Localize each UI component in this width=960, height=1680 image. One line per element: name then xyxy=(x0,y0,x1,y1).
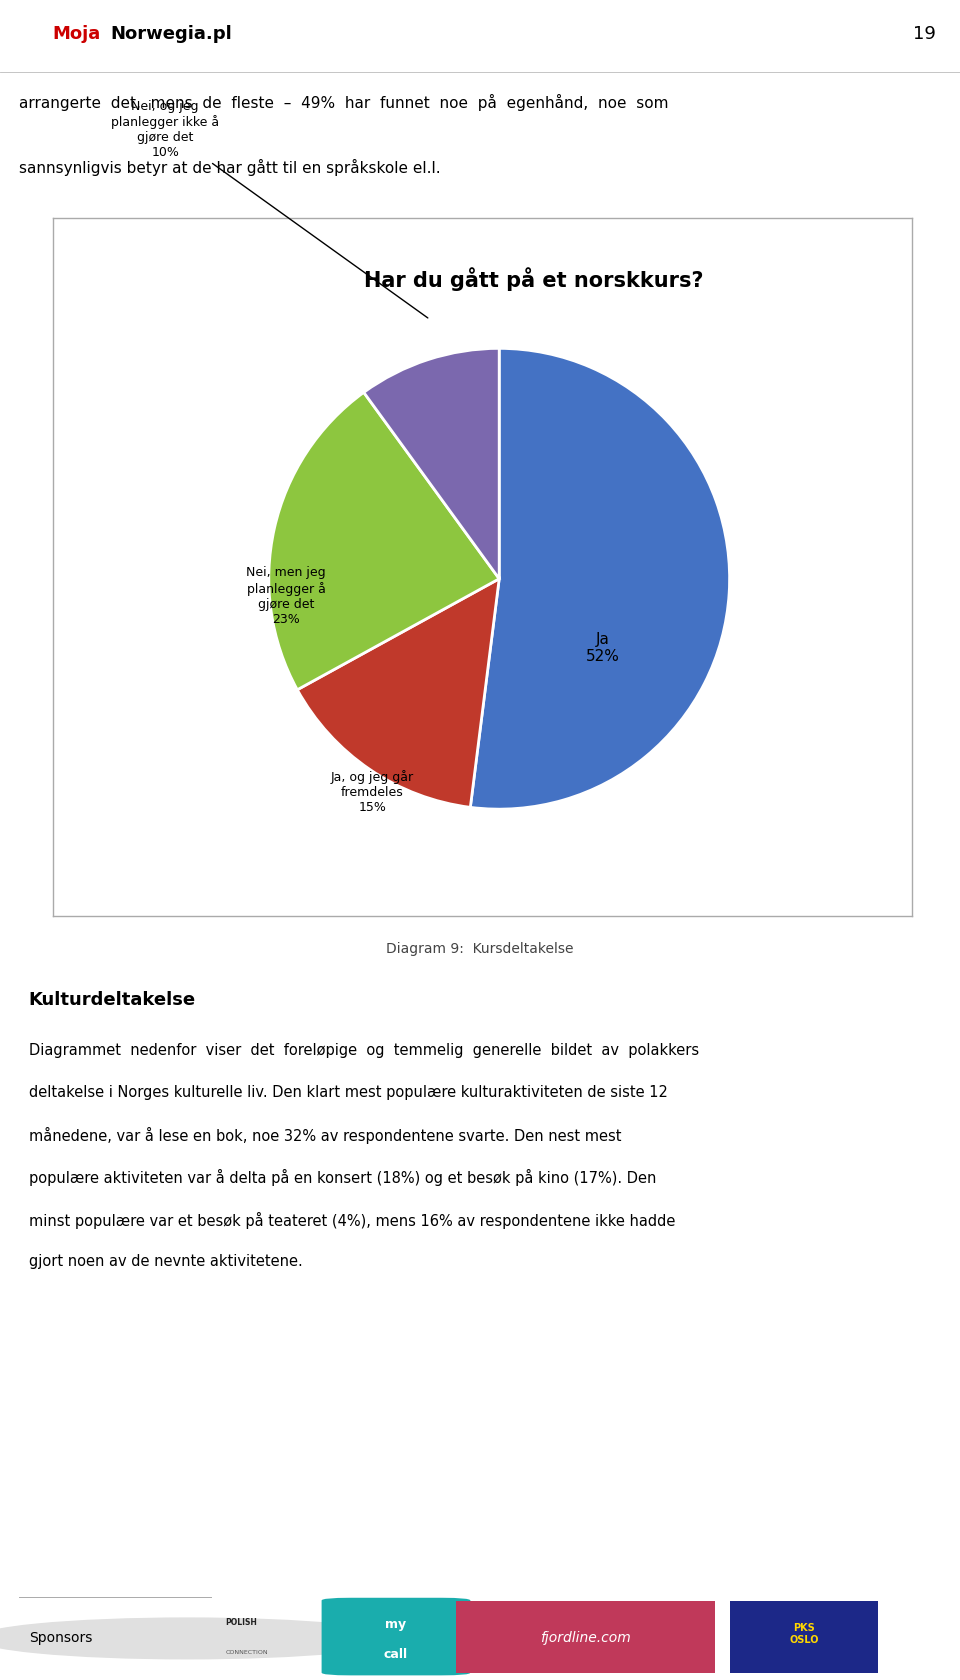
Wedge shape xyxy=(298,578,499,808)
Text: Sponsors: Sponsors xyxy=(29,1631,92,1645)
Wedge shape xyxy=(364,348,499,578)
Text: Har du gått på et norskkurs?: Har du gått på et norskkurs? xyxy=(364,267,704,291)
Bar xyxy=(456,1601,715,1673)
Text: deltakelse i Norges kulturelle liv. Den klart mest populære kulturaktiviteten de: deltakelse i Norges kulturelle liv. Den … xyxy=(29,1085,667,1100)
Text: populære aktiviteten var å delta på en konsert (18%) og et besøk på kino (17%). : populære aktiviteten var å delta på en k… xyxy=(29,1169,657,1186)
Text: 19: 19 xyxy=(913,25,936,44)
Text: Kulturdeltakelse: Kulturdeltakelse xyxy=(29,991,196,1010)
Text: månedene, var å lese en bok, noe 32% av respondentene svarte. Den nest mest: månedene, var å lese en bok, noe 32% av … xyxy=(29,1127,621,1144)
Text: PKS
OSLO: PKS OSLO xyxy=(790,1623,819,1645)
Text: fjordline.com: fjordline.com xyxy=(540,1631,631,1645)
Text: Ja
52%: Ja 52% xyxy=(586,632,620,664)
Text: my: my xyxy=(385,1618,406,1631)
Text: minst populære var et besøk på teateret (4%), mens 16% av respondentene ikke had: minst populære var et besøk på teateret … xyxy=(29,1211,675,1228)
Text: Nei, og jeg
planlegger ikke å
gjøre det
10%: Nei, og jeg planlegger ikke å gjøre det … xyxy=(111,99,428,318)
Text: CONNECTION: CONNECTION xyxy=(226,1650,268,1655)
Text: call: call xyxy=(383,1648,408,1660)
Text: Moja: Moja xyxy=(53,25,101,44)
Text: Ja, og jeg går
fremdeles
15%: Ja, og jeg går fremdeles 15% xyxy=(331,769,414,813)
Text: arrangerte  det,  mens  de  fleste  –  49%  har  funnet  noe  på  egenhånd,  noe: arrangerte det, mens de fleste – 49% har… xyxy=(19,94,669,111)
Text: Diagrammet  nedenfor  viser  det  foreløpige  og  temmelig  generelle  bildet  a: Diagrammet nedenfor viser det foreløpige… xyxy=(29,1043,699,1058)
Bar xyxy=(730,1601,878,1673)
Text: Diagram 9:  Kursdeltakelse: Diagram 9: Kursdeltakelse xyxy=(386,942,574,956)
Text: gjort noen av de nevnte aktivitetene.: gjort noen av de nevnte aktivitetene. xyxy=(29,1253,302,1268)
Wedge shape xyxy=(269,393,499,690)
Wedge shape xyxy=(470,348,730,810)
Text: Norwegia.pl: Norwegia.pl xyxy=(110,25,232,44)
Circle shape xyxy=(0,1618,398,1658)
Text: POLISH: POLISH xyxy=(226,1618,257,1628)
Text: Nei, men jeg
planlegger å
gjøre det
23%: Nei, men jeg planlegger å gjøre det 23% xyxy=(247,566,325,625)
Text: sannsynligvis betyr at de har gått til en språkskole el.l.: sannsynligvis betyr at de har gått til e… xyxy=(19,160,441,176)
FancyBboxPatch shape xyxy=(322,1598,470,1675)
